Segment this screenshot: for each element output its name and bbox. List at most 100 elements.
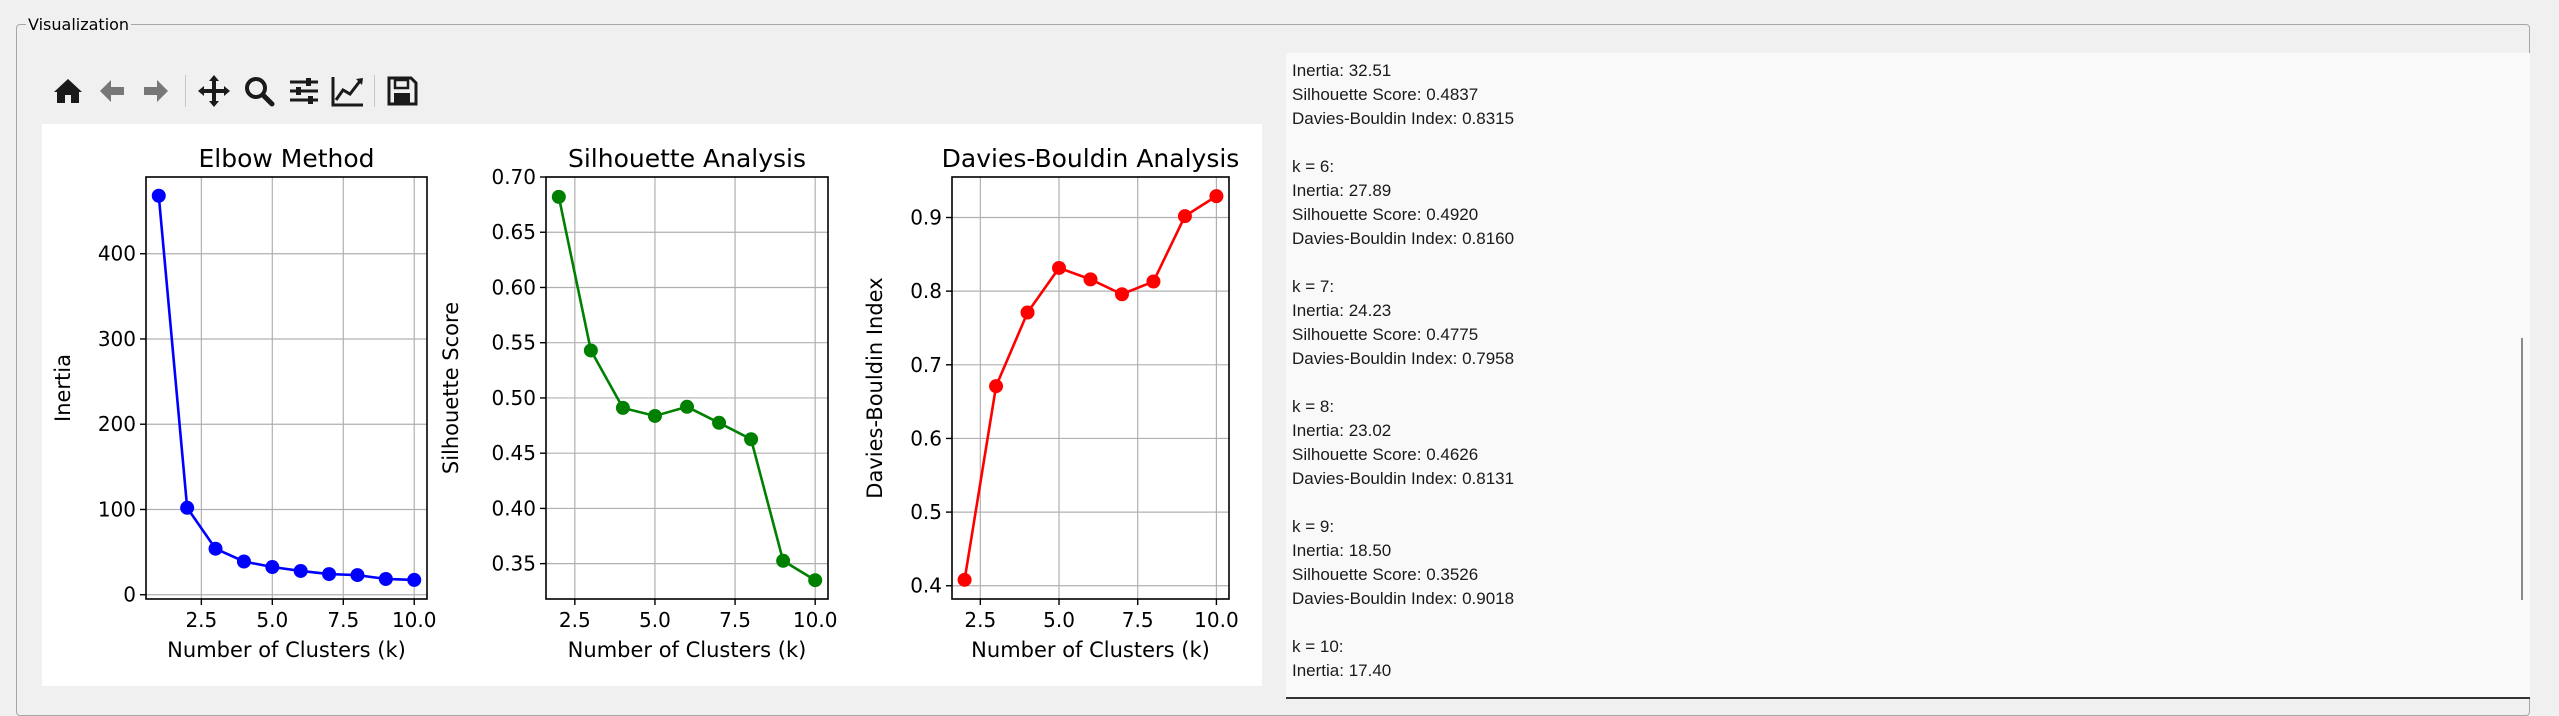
save-button[interactable] bbox=[382, 71, 422, 111]
data-point bbox=[1177, 209, 1192, 224]
data-point bbox=[1083, 272, 1098, 287]
x-tick-label: 7.5 bbox=[1122, 608, 1154, 632]
y-tick-label: 0.8 bbox=[910, 279, 942, 303]
data-point bbox=[957, 572, 972, 587]
data-point bbox=[350, 568, 365, 583]
x-tick-label: 5.0 bbox=[256, 608, 288, 632]
result-line-silhouette: Silhouette Score: 0.4775 bbox=[1292, 325, 1479, 344]
data-point bbox=[551, 189, 566, 204]
x-tick-label: 7.5 bbox=[719, 608, 751, 632]
chart-title: Silhouette Analysis bbox=[568, 144, 806, 173]
result-line-db: Davies-Bouldin Index: 0.8131 bbox=[1292, 469, 1515, 488]
y-tick-label: 100 bbox=[98, 497, 136, 521]
data-point bbox=[236, 554, 251, 569]
forward-button[interactable] bbox=[136, 71, 176, 111]
chart-title: Elbow Method bbox=[198, 144, 374, 173]
result-spacer bbox=[1292, 251, 1514, 275]
y-tick-label: 0.50 bbox=[491, 386, 536, 410]
result-line-k: k = 6: bbox=[1292, 157, 1335, 176]
data-point bbox=[808, 573, 823, 588]
data-point bbox=[1052, 260, 1067, 275]
result-line-silhouette: Silhouette Score: 0.4920 bbox=[1292, 205, 1479, 224]
forward-arrow-icon bbox=[144, 80, 168, 102]
result-line-inertia: Inertia: 27.89 bbox=[1292, 181, 1392, 200]
result-line-db: Davies-Bouldin Index: 0.8315 bbox=[1292, 109, 1515, 128]
edit-axis-icon bbox=[331, 77, 363, 107]
y-tick-label: 0 bbox=[123, 583, 136, 607]
figure-canvas[interactable]: 2.5 5.0 7.5 10.0 0 100 200 300 400 Elbow Method Nu… bbox=[42, 124, 1262, 686]
y-tick-label: 300 bbox=[98, 327, 136, 351]
y-tick-label: 0.5 bbox=[910, 500, 942, 524]
results-text-panel[interactable]: k = 5: Inertia: 32.51 Silhouette Score: 0.… bbox=[1286, 53, 2530, 699]
y-tick-label: 0.9 bbox=[910, 206, 942, 230]
result-spacer bbox=[1292, 131, 1514, 155]
y-axis-label: Silhouette Score bbox=[439, 302, 463, 474]
y-tick-label: 0.4 bbox=[910, 574, 942, 598]
zoom-button[interactable] bbox=[239, 71, 279, 111]
x-tick-label: 10.0 bbox=[793, 608, 838, 632]
home-icon bbox=[54, 79, 82, 103]
result-line-silhouette: Silhouette Score: 0.4837 bbox=[1292, 85, 1479, 104]
y-tick-label: 0.70 bbox=[491, 165, 536, 189]
result-line-k: k = 8: bbox=[1292, 397, 1335, 416]
x-tick-label: 2.5 bbox=[964, 608, 996, 632]
result-line-k: k = 7: bbox=[1292, 277, 1335, 296]
y-axis-label: Davies-Bouldin Index bbox=[863, 277, 887, 498]
result-line-db: Davies-Bouldin Index: 0.8160 bbox=[1292, 229, 1515, 248]
result-spacer bbox=[1292, 491, 1514, 515]
subplot-2: 2.5 5.0 7.5 10.0 0.35 0.40 0.45 0.50 0.55 0.60 0.6… bbox=[439, 144, 837, 662]
subplot-1: 2.5 5.0 7.5 10.0 0 100 200 300 400 Elbow Method Nu… bbox=[51, 144, 436, 662]
data-point bbox=[615, 400, 630, 415]
zoom-icon bbox=[245, 77, 275, 107]
result-line-inertia: Inertia: 23.02 bbox=[1292, 421, 1392, 440]
data-point bbox=[583, 343, 598, 358]
data-point bbox=[647, 408, 662, 423]
x-axis-label: Number of Clusters (k) bbox=[568, 638, 807, 662]
data-point bbox=[1146, 274, 1161, 289]
toolbar-separator bbox=[185, 75, 186, 107]
y-tick-label: 400 bbox=[98, 242, 136, 266]
pan-button[interactable] bbox=[194, 71, 234, 111]
back-arrow-icon bbox=[100, 80, 124, 102]
data-point bbox=[680, 399, 694, 414]
y-tick-label: 0.55 bbox=[491, 331, 536, 355]
results-text: k = 5: Inertia: 32.51 Silhouette Score: 0.… bbox=[1292, 53, 1514, 683]
x-tick-label: 7.5 bbox=[327, 608, 359, 632]
pan-icon bbox=[198, 75, 230, 107]
y-axis-label: Inertia bbox=[51, 354, 75, 422]
back-button[interactable] bbox=[92, 71, 132, 111]
y-tick-label: 0.6 bbox=[910, 426, 942, 450]
home-button[interactable] bbox=[48, 71, 88, 111]
result-line-inertia: Inertia: 17.40 bbox=[1292, 661, 1392, 680]
result-line-k: k = 10: bbox=[1292, 637, 1344, 656]
data-point bbox=[293, 563, 308, 578]
x-tick-label: 5.0 bbox=[639, 608, 671, 632]
result-line-k: k = 5: bbox=[1292, 53, 1514, 59]
series-line bbox=[157, 195, 415, 582]
y-tick-label: 0.60 bbox=[491, 275, 536, 299]
result-line-k: k = 9: bbox=[1292, 517, 1335, 536]
x-tick-label: 10.0 bbox=[1194, 608, 1239, 632]
result-line-silhouette: Silhouette Score: 0.4626 bbox=[1292, 445, 1479, 464]
data-point bbox=[407, 572, 422, 587]
data-point bbox=[322, 567, 337, 582]
chart-title: Davies-Bouldin Analysis bbox=[942, 144, 1240, 173]
y-tick-label: 0.40 bbox=[491, 496, 536, 520]
result-line-db: Davies-Bouldin Index: 0.9018 bbox=[1292, 589, 1515, 608]
edit-axis-button[interactable] bbox=[328, 71, 368, 111]
x-tick-label: 5.0 bbox=[1043, 608, 1075, 632]
data-point bbox=[151, 188, 166, 203]
groupbox-title: Visualization bbox=[26, 15, 132, 35]
subplot-3: 2.5 5.0 7.5 10.0 0.4 0.5 0.6 0.7 0.8 0.9 Davies-Bo… bbox=[863, 144, 1239, 662]
y-tick-label: 0.35 bbox=[491, 552, 536, 576]
result-spacer bbox=[1292, 371, 1514, 395]
results-scrollbar[interactable] bbox=[2521, 338, 2523, 600]
x-tick-label: 10.0 bbox=[392, 608, 437, 632]
series-line bbox=[557, 196, 816, 582]
configure-subplots-button[interactable] bbox=[284, 71, 324, 111]
y-tick-label: 0.65 bbox=[491, 220, 536, 244]
toolbar-separator bbox=[374, 75, 375, 107]
data-point bbox=[989, 379, 1004, 394]
data-point bbox=[1209, 189, 1224, 204]
result-line-inertia: Inertia: 18.50 bbox=[1292, 541, 1392, 560]
